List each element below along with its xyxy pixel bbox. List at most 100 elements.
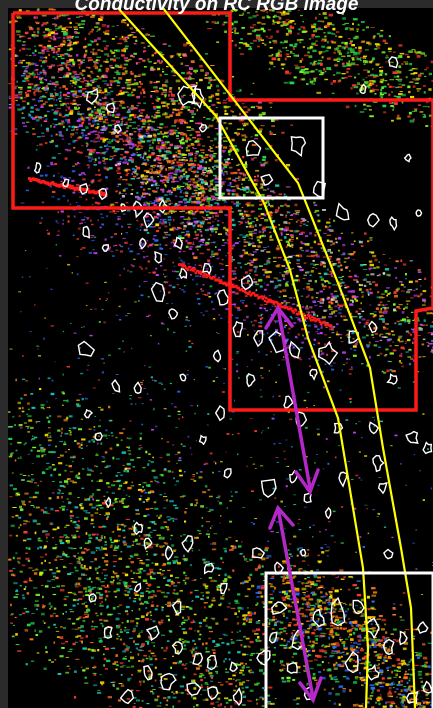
anomaly-outline	[105, 102, 116, 114]
anomaly-outline	[214, 404, 226, 422]
anomaly-outline	[143, 664, 153, 681]
anomaly-outline	[229, 661, 238, 672]
anomaly-outline	[405, 430, 419, 444]
anomaly-outline	[309, 368, 318, 381]
corridor-line-left	[117, 8, 370, 708]
corridor-line-right	[162, 8, 417, 708]
anomaly-outline	[133, 381, 142, 395]
anomaly-outline	[324, 506, 332, 520]
anomaly-outline	[114, 123, 122, 134]
anomaly-outline	[382, 638, 395, 656]
anomaly-outline	[252, 547, 266, 559]
anomaly-outline	[232, 320, 244, 338]
anomaly-outline	[103, 626, 113, 639]
anomaly-outline	[240, 274, 254, 291]
anomaly-outline	[164, 545, 174, 561]
anomaly-outline	[150, 281, 166, 303]
anomaly-outline	[288, 340, 301, 359]
anomaly-outline	[388, 56, 399, 69]
anomaly-outline	[82, 225, 90, 239]
anomaly-outline	[212, 349, 222, 363]
anomaly-outline	[203, 562, 215, 575]
detail-box-upper	[218, 116, 325, 200]
anomaly-outline	[186, 682, 202, 696]
anomaly-outline	[415, 209, 423, 217]
anomaly-outline	[283, 395, 294, 410]
anomaly-outline	[168, 308, 179, 320]
anomaly-outline	[178, 268, 188, 280]
anomaly-outline	[344, 650, 359, 674]
anomaly-outline	[133, 521, 144, 536]
anomaly-outline	[94, 432, 103, 441]
anomaly-outline	[260, 478, 277, 498]
anomaly-outline	[198, 434, 207, 446]
anomaly-outline	[386, 373, 398, 385]
anomaly-outline	[389, 216, 398, 232]
anomaly-outline	[101, 244, 110, 253]
anomaly-outline	[145, 625, 160, 642]
anomaly-outline	[330, 596, 346, 627]
anomaly-outline	[246, 373, 256, 388]
anomaly-outline	[85, 87, 99, 105]
anomaly-outline	[198, 123, 208, 133]
anomaly-outline	[253, 330, 264, 348]
anomaly-outline	[368, 421, 380, 435]
anomaly-outline	[290, 135, 307, 158]
anomaly-outline	[206, 654, 218, 671]
anomaly-outline	[191, 88, 205, 109]
anomaly-outline	[79, 182, 89, 195]
anomaly-outline	[202, 262, 212, 275]
anomaly-outline	[181, 535, 194, 553]
anomaly-outline	[219, 582, 228, 595]
anomaly-outline	[335, 202, 350, 221]
anomaly-outline	[318, 340, 339, 366]
anomaly-outline	[223, 468, 232, 479]
double-arrow-lower	[268, 504, 323, 704]
anomaly-outline	[422, 441, 433, 455]
anomaly-outline	[160, 672, 177, 691]
anomaly-outline	[142, 212, 155, 229]
anomaly-outline	[171, 641, 184, 655]
anomaly-outline	[143, 537, 153, 550]
anomaly-outline	[398, 630, 408, 646]
anomaly-outline	[207, 686, 219, 701]
anomaly-outline	[98, 187, 108, 201]
anomaly-outline	[422, 680, 433, 694]
anomaly-outline	[352, 599, 365, 615]
rgb-conductivity-map	[8, 8, 433, 708]
anomaly-outline	[33, 161, 42, 174]
anomaly-outline	[366, 212, 380, 228]
survey-boundary-outline	[11, 11, 433, 412]
anomaly-outline	[232, 687, 243, 707]
anomaly-outline	[133, 582, 142, 593]
anomaly-outline	[62, 178, 70, 188]
figure-title: Conductivity on RC RGB image	[74, 0, 359, 15]
anomaly-outline	[368, 320, 378, 334]
anomaly-outline	[119, 688, 135, 705]
anomaly-outline	[268, 631, 278, 644]
double-arrow-upper	[264, 304, 320, 496]
anomaly-outline	[372, 454, 385, 473]
anomaly-outline	[216, 289, 230, 306]
anomaly-outline	[338, 471, 348, 488]
anomaly-outline	[88, 593, 97, 603]
anomaly-outline	[260, 173, 274, 186]
anomaly-outline	[139, 237, 147, 250]
anomaly-outline	[403, 153, 412, 163]
anomaly-outline	[111, 378, 121, 393]
anomaly-outline	[154, 250, 162, 264]
anomaly-outline	[286, 662, 298, 674]
anomaly-outline	[83, 408, 94, 419]
anomaly-outline	[312, 608, 325, 628]
anomaly-outline	[245, 139, 262, 157]
anomaly-outline	[377, 481, 388, 495]
anomaly-outline	[158, 198, 168, 214]
detail-box-lower	[264, 571, 433, 708]
anomaly-outline	[192, 652, 204, 666]
anomaly-outline	[179, 373, 187, 382]
anomaly-outline	[417, 620, 429, 635]
anomaly-outline	[173, 236, 183, 250]
anomaly-outline	[299, 549, 307, 557]
anomaly-outline	[359, 83, 367, 95]
